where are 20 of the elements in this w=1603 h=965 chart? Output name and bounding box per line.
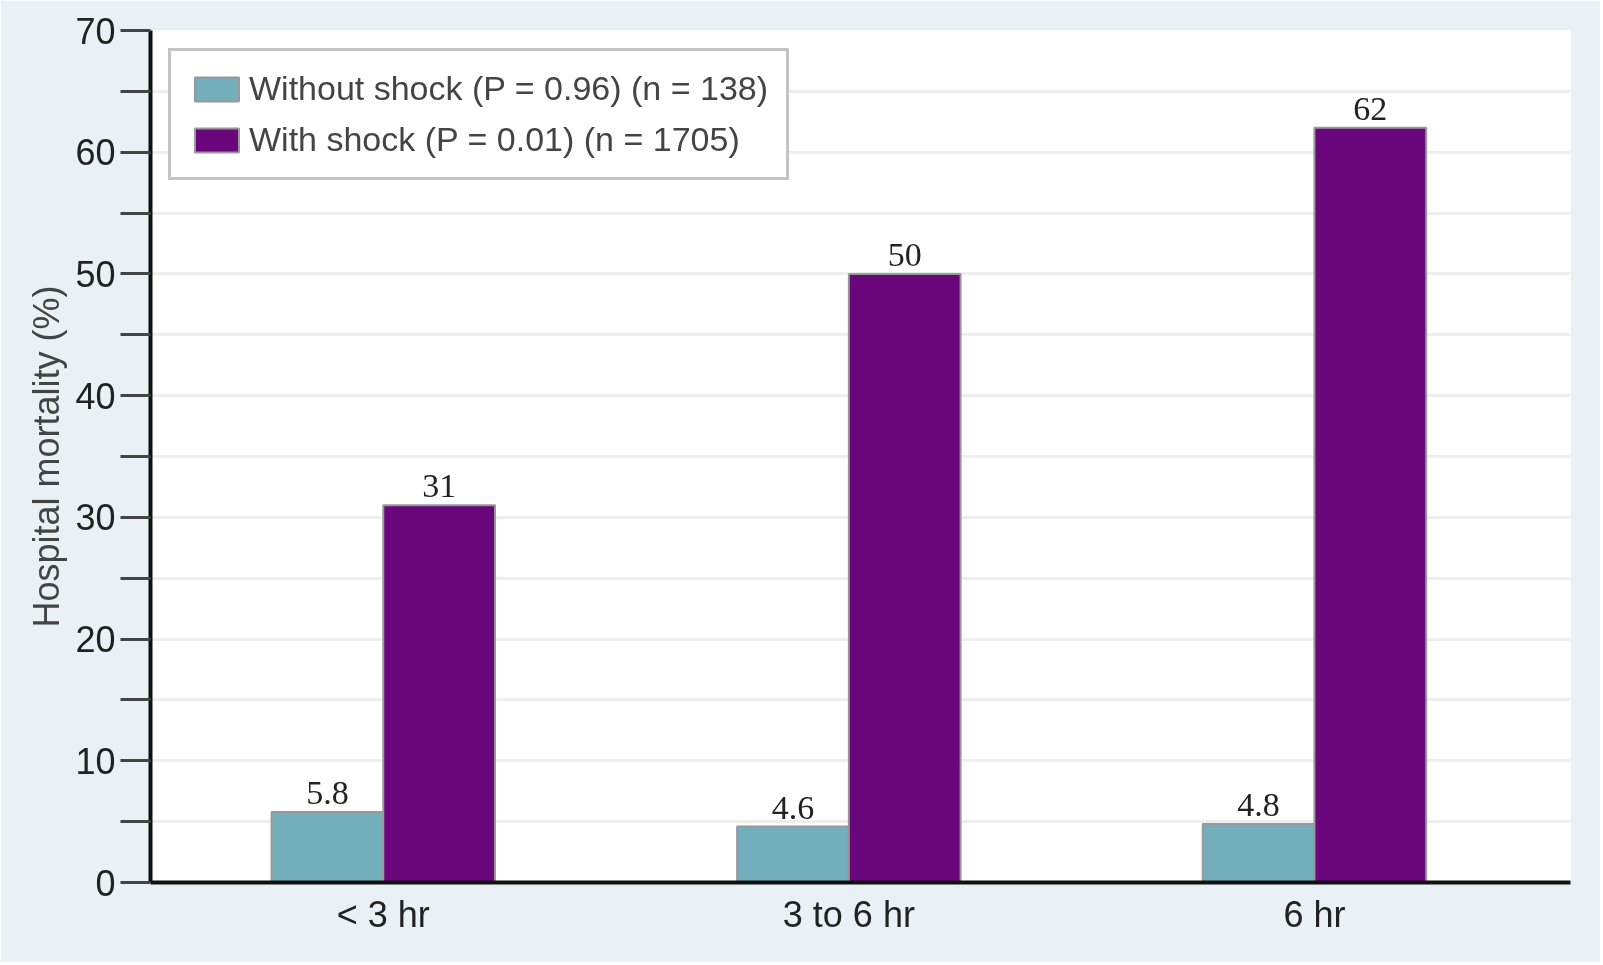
- y-tick-label: 50: [75, 253, 116, 295]
- x-tick-label: 3 to 6 hr: [782, 893, 915, 935]
- data-label: 4.6: [771, 788, 815, 826]
- data-label: 62: [1353, 89, 1388, 127]
- y-tick-label: 40: [75, 375, 116, 417]
- x-tick-label: 6 hr: [1283, 893, 1346, 935]
- y-tick-label: 20: [75, 619, 116, 661]
- data-label: 5.8: [306, 773, 349, 811]
- y-tick-label: 0: [95, 862, 116, 904]
- legend-label: Without shock (P = 0.96) (n = 138): [249, 69, 769, 108]
- y-tick-label: 10: [75, 740, 116, 782]
- y-tick-label: 30: [75, 497, 116, 539]
- data-label: 31: [422, 467, 457, 505]
- y-tick-label: 60: [75, 132, 116, 174]
- y-axis-title: Hospital mortality (%): [26, 285, 68, 628]
- data-label: 4.8: [1237, 786, 1280, 824]
- x-tick-label: < 3 hr: [336, 893, 430, 935]
- legend-label: With shock (P = 0.01) (n = 1705): [249, 120, 740, 159]
- data-label: 50: [887, 235, 922, 273]
- y-tick-label: 70: [75, 10, 116, 52]
